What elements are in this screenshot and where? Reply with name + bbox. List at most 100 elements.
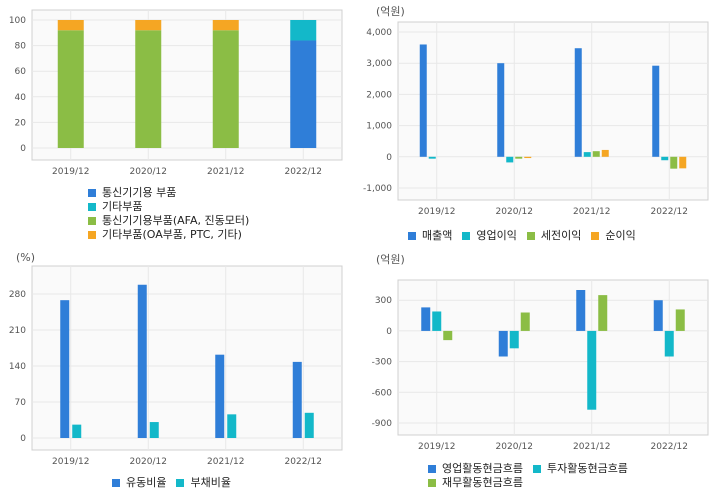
legend-swatch [112,479,120,487]
y-tick-label: -1,000 [363,184,392,194]
x-tick-label: 2019/12 [52,167,89,177]
legend-label: 기타부품 [102,200,143,213]
legend-label: 부채비율 [190,476,231,489]
x-tick-label: 2019/12 [418,442,455,452]
legend-label: 순이익 [605,229,636,242]
bar [135,20,162,31]
x-tick-label: 2022/12 [651,442,688,452]
y-tick-label: -300 [372,358,393,368]
legend-label: 기타부품(OA부품, PTC, 기타) [102,228,242,241]
legend-item-current-ratio[interactable]: 유동비율 [112,476,166,490]
y-tick-label: 0 [20,434,26,444]
cashflow-legend: 영업활동현금흐름 투자활동현금흐름 재무활동현금흐름 [428,462,638,490]
bar [57,20,84,31]
bar [497,63,505,157]
legend-item-comm-parts-afa[interactable]: 통신기기용부품(AFA, 진동모터) [88,214,249,228]
y-tick-label: -600 [372,388,393,398]
legend-label: 영업이익 [476,229,517,242]
y-tick-label: 3,000 [366,59,392,69]
income-legend: 매출액 영업이익 세전이익 순이익 [408,229,646,243]
legend-swatch [428,465,436,473]
legend-label: 통신기기용부품(AFA, 진동모터) [102,214,250,227]
bar [57,30,84,149]
y-tick-label: 0 [20,144,26,154]
y-tick-label: 140 [9,362,26,372]
y-tick-label: 60 [15,67,27,77]
legend-swatch [462,232,471,240]
legend-item-investing-cf[interactable]: 투자활동현금흐름 [532,462,628,476]
legend-item-comm-parts[interactable]: 통신기기용 부품 [88,186,249,200]
legend-label: 매출액 [422,229,453,242]
bar [679,156,687,169]
bar [520,312,530,331]
cashflow-unit-label: (억원) [376,253,405,266]
bar [587,330,597,410]
bar [72,424,82,438]
y-tick-label: 210 [9,326,26,336]
bar [60,300,70,438]
legend-label: 세전이익 [540,229,582,242]
x-tick-label: 2021/12 [207,167,244,177]
product-mix-legend: 통신기기용 부품 기타부품 통신기기용부품(AFA, 진동모터) 기타부품(OA… [88,186,249,242]
bar [304,412,314,438]
bar [290,20,317,41]
bar [292,361,302,438]
legend-item-operating-cf[interactable]: 영업활동현금흐름 [428,462,523,476]
legend-item-revenue[interactable]: 매출액 [408,229,452,243]
bar [215,354,225,438]
bar [574,48,582,157]
y-tick-label: 280 [9,290,26,300]
bar [583,152,591,157]
legend-item-other-parts-oa[interactable]: 기타부품(OA부품, PTC, 기타) [88,228,249,242]
legend-item-debt-ratio[interactable]: 부채비율 [176,476,231,490]
legend-label: 영업활동현금흐름 [442,462,523,475]
legend-swatch [88,203,96,211]
legend-item-net-profit[interactable]: 순이익 [591,229,636,243]
x-tick-label: 2020/12 [496,207,533,217]
y-tick-label: 70 [15,398,27,408]
bar [428,156,436,159]
y-tick-label: 1,000 [366,122,392,132]
x-tick-label: 2020/12 [130,457,167,467]
x-tick-label: 2021/12 [573,442,610,452]
y-tick-label: 40 [15,93,27,103]
bar [498,330,508,357]
bar [598,295,608,331]
bar [509,330,519,349]
legend-item-other-parts[interactable]: 기타부품 [88,200,249,214]
x-tick-label: 2019/12 [418,207,455,217]
income-unit-label: (억원) [376,5,405,18]
plot-frame [31,265,343,451]
x-tick-label: 2021/12 [573,207,610,217]
y-tick-label: 2,000 [366,90,392,100]
bar [601,149,609,157]
legend-item-pretax-profit[interactable]: 세전이익 [526,229,582,243]
legend-swatch [88,217,96,225]
y-tick-label: 80 [15,42,27,52]
bar [506,156,514,163]
bar [149,422,159,438]
legend-swatch [408,232,416,240]
legend-item-financing-cf[interactable]: 재무활동현금흐름 [428,476,638,490]
x-tick-label: 2020/12 [496,442,533,452]
bar [524,156,532,159]
x-tick-label: 2022/12 [285,457,322,467]
y-tick-label: 0 [386,153,392,163]
legend-swatch [428,479,436,487]
ratio-unit-label: (%) [16,251,36,264]
bar [137,284,147,438]
x-tick-label: 2022/12 [651,207,688,217]
legend-swatch [591,232,600,240]
legend-item-operating-profit[interactable]: 영업이익 [462,229,517,243]
bar [212,30,239,149]
y-tick-label: 300 [375,296,392,306]
y-tick-label: -900 [372,419,393,429]
bar [135,30,162,149]
bar [670,156,678,169]
bar [443,330,453,341]
bar [419,44,427,157]
legend-swatch [88,231,96,239]
bar [290,40,317,149]
bar [675,309,685,331]
